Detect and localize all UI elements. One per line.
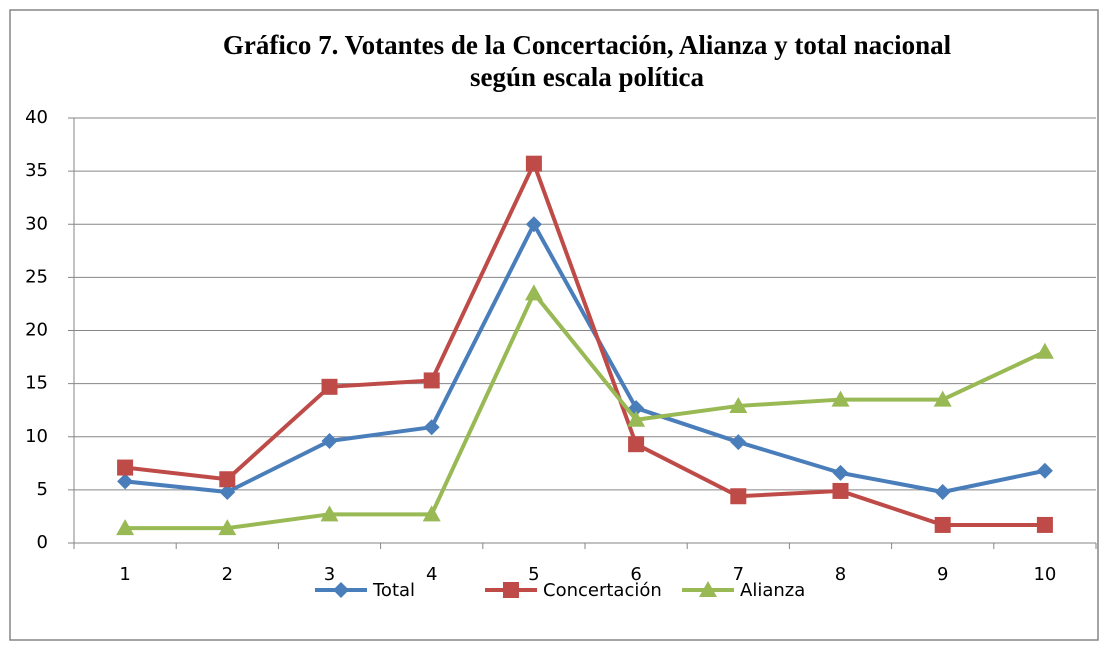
marker bbox=[1036, 516, 1053, 533]
marker bbox=[524, 284, 543, 301]
chart-border bbox=[9, 9, 1099, 641]
y-tick-label: 10 bbox=[25, 426, 48, 447]
marker bbox=[832, 464, 849, 481]
marker bbox=[525, 155, 542, 172]
legend-marker bbox=[333, 582, 349, 598]
marker bbox=[729, 396, 748, 413]
x-tick-label: 2 bbox=[222, 564, 233, 585]
marker bbox=[117, 473, 134, 490]
y-tick-label: 35 bbox=[25, 160, 48, 181]
marker bbox=[423, 419, 440, 436]
legend-label: Alianza bbox=[740, 580, 805, 601]
marker bbox=[934, 516, 951, 533]
marker bbox=[219, 471, 236, 488]
marker bbox=[116, 519, 135, 536]
chart-title: Gráfico 7. Votantes de la Concertación, … bbox=[223, 30, 952, 60]
marker bbox=[321, 378, 338, 395]
legend-marker bbox=[503, 582, 519, 598]
marker bbox=[831, 390, 850, 407]
y-tick-label: 20 bbox=[25, 320, 48, 341]
marker bbox=[218, 519, 237, 536]
legend-label: Total bbox=[372, 580, 415, 601]
series-line bbox=[125, 291, 1046, 531]
y-tick-label: 30 bbox=[25, 213, 48, 234]
marker bbox=[321, 433, 338, 449]
marker bbox=[730, 488, 747, 505]
series-line bbox=[124, 161, 1045, 527]
marker bbox=[320, 505, 339, 522]
x-tick-label: 7 bbox=[733, 564, 744, 585]
x-tick-label: 10 bbox=[1033, 564, 1056, 585]
marker bbox=[933, 390, 952, 407]
marker bbox=[832, 482, 849, 499]
marker bbox=[934, 484, 951, 500]
x-tick-label: 4 bbox=[426, 564, 437, 585]
legend-label: Concertación bbox=[543, 580, 662, 601]
marker bbox=[117, 459, 134, 476]
y-tick-label: 5 bbox=[37, 479, 48, 500]
marker bbox=[1035, 342, 1054, 359]
x-tick-label: 9 bbox=[937, 564, 948, 585]
y-tick-label: 40 bbox=[25, 107, 48, 128]
marker bbox=[525, 216, 542, 233]
y-tick-label: 15 bbox=[25, 373, 48, 394]
x-tick-label: 8 bbox=[835, 564, 846, 585]
marker bbox=[627, 410, 646, 427]
marker bbox=[423, 372, 440, 389]
marker bbox=[1036, 462, 1053, 479]
marker bbox=[730, 434, 747, 451]
chart-title: según escala política bbox=[470, 62, 704, 92]
x-tick-label: 6 bbox=[630, 564, 641, 585]
x-tick-label: 5 bbox=[528, 564, 539, 585]
series-line bbox=[124, 222, 1046, 494]
marker bbox=[422, 505, 441, 522]
y-tick-label: 25 bbox=[25, 266, 48, 287]
x-tick-label: 1 bbox=[119, 564, 130, 585]
marker bbox=[219, 484, 236, 500]
x-tick-label: 3 bbox=[324, 564, 335, 585]
marker bbox=[628, 436, 645, 453]
y-tick-label: 0 bbox=[37, 532, 48, 553]
legend-marker bbox=[699, 581, 717, 597]
